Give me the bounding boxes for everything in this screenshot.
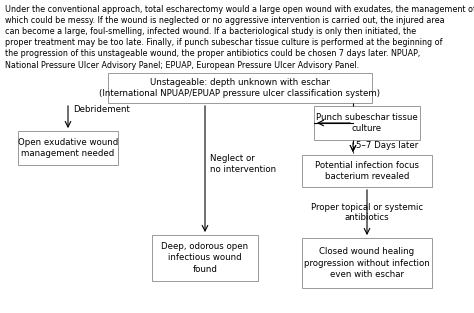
Text: Neglect or
no intervention: Neglect or no intervention: [210, 154, 276, 174]
FancyBboxPatch shape: [302, 155, 432, 187]
Text: Debridement: Debridement: [73, 105, 130, 114]
FancyBboxPatch shape: [314, 106, 420, 140]
Text: Under the conventional approach, total escharectomy would a large open wound wit: Under the conventional approach, total e…: [5, 5, 474, 69]
Text: Proper topical or systemic
antibiotics: Proper topical or systemic antibiotics: [311, 203, 423, 222]
Text: 5–7 Days later: 5–7 Days later: [356, 141, 418, 150]
Text: Potential infection focus
bacterium revealed: Potential infection focus bacterium reve…: [315, 161, 419, 181]
FancyBboxPatch shape: [302, 238, 432, 288]
Text: Closed wound healing
progression without infection
even with eschar: Closed wound healing progression without…: [304, 247, 430, 279]
Text: Deep, odorous open
infectious wound
found: Deep, odorous open infectious wound foun…: [162, 242, 248, 274]
FancyBboxPatch shape: [152, 235, 258, 281]
FancyBboxPatch shape: [108, 73, 372, 103]
Text: Punch subeschar tissue
culture: Punch subeschar tissue culture: [316, 113, 418, 133]
Text: Unstageable: depth unknown with eschar
(International NPUAP/EPUAP pressure ulcer: Unstageable: depth unknown with eschar (…: [100, 78, 381, 98]
FancyBboxPatch shape: [18, 131, 118, 165]
Text: Open exudative wound
management needed: Open exudative wound management needed: [18, 138, 118, 158]
